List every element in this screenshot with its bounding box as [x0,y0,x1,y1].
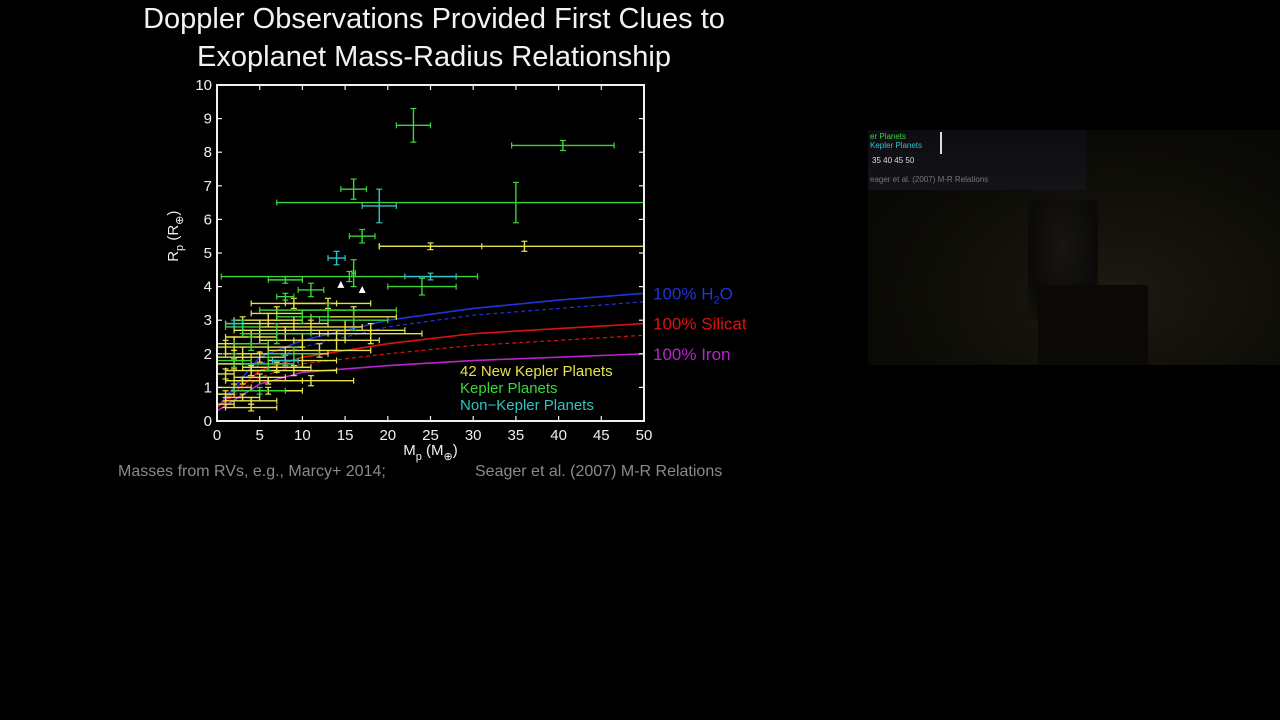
data-point-non_kepler-2 [404,272,457,281]
x-tick-label-10: 10 [294,427,311,444]
data-point-kepler-9 [350,259,357,288]
y-axis-label: Rp (R⊕) [165,211,186,262]
slide-title-line-1: Doppler Observations Provided First Clue… [143,3,725,35]
podium [1038,285,1148,365]
data-point-kepler-2 [340,178,368,200]
y-tick-label-5: 5 [204,245,212,262]
x-tick-label-45: 45 [593,427,610,444]
data-point-kepler-16 [216,353,252,368]
y-tick-label-8: 8 [204,144,212,161]
caption-right: Seager et al. (2007) M-R Relations [475,463,723,480]
x-tick-label-5: 5 [256,427,264,444]
data-point-kepler-4 [348,228,376,244]
model-label-silicate: 100% Silicat [653,315,747,334]
screen-ticks: 35 40 45 50 [872,156,915,165]
data-point-kepler-0 [395,107,432,143]
triangle-marker-0 [337,280,345,288]
caption-left: Masses from RVs, e.g., Marcy+ 2014; [118,463,386,480]
data-point-non_kepler-4 [224,319,244,328]
data-point-new_kepler-41 [224,396,278,405]
y-tick-label-1: 1 [204,379,212,396]
data-point-kepler-13 [242,322,312,345]
y-tick-label-9: 9 [204,111,212,128]
x-axis-label: Mp (M⊕) [403,442,458,463]
legend-entry-new_kepler: 42 New Kepler Planets [460,363,613,380]
x-tick-label-20: 20 [379,427,396,444]
presenter-video-inset: er Planets Kepler Planets 35 40 45 50 ea… [868,130,1280,365]
data-point-kepler-11 [318,309,389,331]
screen-legend-kepler: er Planets [870,132,907,141]
data-point-kepler-1 [511,139,615,152]
x-tick-label-50: 50 [636,427,653,444]
data-point-kepler-19 [276,309,329,325]
data-point-kepler-15 [233,336,269,352]
slide-title-line-2: Exoplanet Mass-Radius Relationship [197,41,671,73]
data-point-kepler-12 [276,292,295,301]
x-tick-label-15: 15 [337,427,354,444]
model-curve-iron [216,353,645,412]
screen-axis [940,132,942,154]
data-point-new_kepler-1 [378,242,483,251]
data-point-new_kepler-35 [216,339,235,355]
y-tick-label-0: 0 [204,413,212,430]
data-point-new_kepler-40 [267,375,355,387]
screen-caption: eager et al. (2007) M-R Relations [870,175,989,184]
model-label-iron: 100% Iron [653,345,731,364]
screen-legend-nonkepler: Kepler Planets [870,141,923,150]
data-point-new_kepler-36 [259,316,329,331]
data-point-non_kepler-1 [327,250,346,266]
y-tick-label-7: 7 [204,178,212,195]
data-point-non_kepler-3 [271,354,299,367]
x-tick-label-30: 30 [465,427,482,444]
y-tick-label-3: 3 [204,312,212,329]
data-point-new_kepler-27 [224,403,278,412]
y-tick-label-2: 2 [204,346,212,363]
x-tick-label-25: 25 [422,427,439,444]
x-tick-label-35: 35 [508,427,525,444]
model-curve-dashed-water [216,301,645,408]
x-tick-label-0: 0 [213,427,221,444]
legend-entry-kepler: Kepler Planets [460,380,558,397]
data-point-kepler-8 [387,277,457,296]
x-tick-label-40: 40 [550,427,567,444]
data-point-kepler-7 [297,282,325,298]
legend-entry-non_kepler: Non−Kepler Planets [460,397,594,414]
y-tick-label-10: 10 [195,77,212,94]
data-point-new_kepler-30 [318,322,423,345]
triangle-marker-1 [358,285,366,293]
data-point-kepler-14 [267,346,321,362]
data-point-kepler-20 [233,386,286,395]
projected-slide: er Planets Kepler Planets 35 40 45 50 ea… [868,130,1086,190]
y-tick-label-6: 6 [204,211,212,228]
y-tick-label-4: 4 [204,279,212,296]
data-point-kepler-6 [267,275,303,284]
model-label-water: 100% H2O [653,284,733,306]
data-point-non_kepler-0 [361,188,397,224]
data-point-kepler-3 [276,181,645,224]
